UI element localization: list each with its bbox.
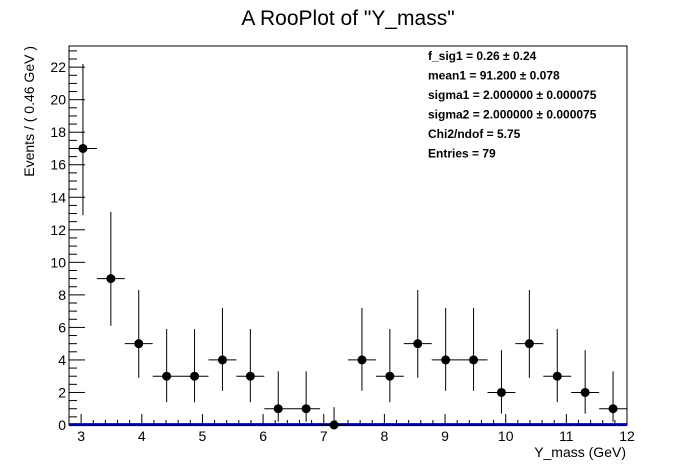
stats-line: Entries = 79 — [428, 147, 496, 161]
y-axis-label: Events / ( 0.46 GeV ) — [21, 46, 37, 177]
data-point — [413, 339, 423, 349]
data-point — [301, 404, 311, 414]
data-point — [134, 339, 144, 349]
data-point — [329, 420, 339, 430]
data-point — [608, 404, 618, 414]
stats-line: mean1 = 91.200 ± 0.078 — [428, 69, 560, 83]
stats-line: Chi2/ndof = 5.75 — [428, 127, 521, 141]
y-tick-label: 16 — [50, 157, 66, 173]
y-tick-label: 18 — [50, 124, 66, 140]
y-tick-label: 10 — [50, 254, 66, 270]
data-point — [469, 355, 479, 365]
x-tick-label: 10 — [498, 428, 514, 444]
data-point — [162, 371, 172, 381]
data-point — [552, 371, 562, 381]
x-tick-label: 11 — [559, 428, 574, 444]
y-tick-label: 2 — [58, 384, 66, 400]
y-tick-label: 22 — [50, 59, 66, 75]
y-tick-label: 20 — [50, 92, 66, 108]
data-point — [580, 387, 590, 397]
data-point — [385, 371, 395, 381]
x-tick-label: 5 — [199, 428, 207, 444]
y-tick-label: 6 — [58, 319, 66, 335]
y-tick-label: 4 — [58, 352, 66, 368]
data-point — [190, 371, 200, 381]
stats-line: sigma1 = 2.000000 ± 0.000075 — [428, 88, 597, 102]
x-tick-label: 7 — [320, 428, 328, 444]
stats-line: f_sig1 = 0.26 ± 0.24 — [428, 49, 537, 63]
x-tick-label: 9 — [441, 428, 449, 444]
y-tick-label: 12 — [50, 222, 66, 238]
data-point — [524, 339, 534, 349]
data-point — [78, 143, 88, 153]
x-tick-label: 6 — [259, 428, 267, 444]
stats-line: sigma2 = 2.000000 ± 0.000075 — [428, 108, 597, 122]
x-tick-label: 4 — [138, 428, 146, 444]
data-point — [245, 371, 255, 381]
plot-frame — [68, 45, 628, 426]
stats-box: f_sig1 = 0.26 ± 0.24 mean1 = 91.200 ± 0.0… — [428, 49, 597, 161]
x-axis-label: Y_mass (GeV) — [534, 444, 626, 460]
plot-area: 3 4 5 6 7 8 9 10 11 12 0 2 4 6 8 10 12 14 16 18 20 22 — [50, 45, 635, 444]
x-tick-label: 12 — [619, 428, 635, 444]
data-point — [357, 355, 367, 365]
y-tick-label: 8 — [58, 287, 66, 303]
data-point — [106, 274, 116, 284]
chart-title: A RooPlot of "Y_mass" — [241, 7, 454, 30]
x-tick-label: 8 — [380, 428, 388, 444]
data-point — [441, 355, 451, 365]
y-tick-label: 14 — [50, 189, 66, 205]
data-point — [217, 355, 227, 365]
x-tick-label: 3 — [77, 428, 85, 444]
data-point — [496, 387, 506, 397]
data-point — [273, 404, 283, 414]
y-tick-label: 0 — [58, 417, 66, 433]
